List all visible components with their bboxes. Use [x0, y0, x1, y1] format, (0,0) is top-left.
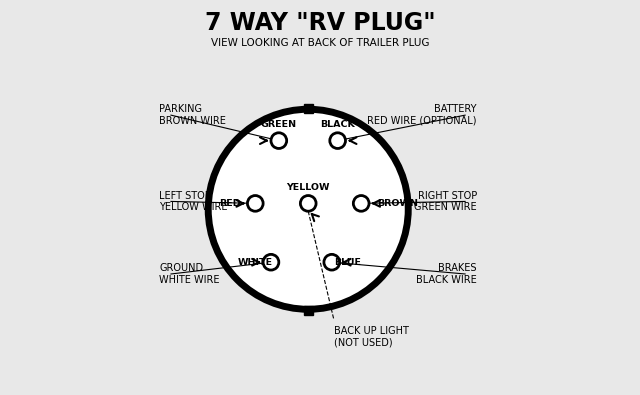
- Text: BATTERY
RED WIRE (OPTIONAL): BATTERY RED WIRE (OPTIONAL): [367, 104, 477, 126]
- Circle shape: [300, 196, 316, 211]
- Text: BACK UP LIGHT
(NOT USED): BACK UP LIGHT (NOT USED): [333, 326, 408, 348]
- Text: YELLOW: YELLOW: [287, 183, 330, 192]
- Text: RIGHT STOP
GREEN WIRE: RIGHT STOP GREEN WIRE: [414, 191, 477, 212]
- Text: VIEW LOOKING AT BACK OF TRAILER PLUG: VIEW LOOKING AT BACK OF TRAILER PLUG: [211, 38, 429, 47]
- Circle shape: [330, 133, 346, 149]
- Circle shape: [353, 196, 369, 211]
- Circle shape: [208, 109, 408, 309]
- Text: RED: RED: [219, 199, 241, 208]
- Bar: [304, 103, 312, 113]
- Text: LEFT STOP
YELLOW WIRE: LEFT STOP YELLOW WIRE: [159, 191, 228, 212]
- Text: GROUND
WHITE WIRE: GROUND WHITE WIRE: [159, 263, 220, 285]
- Text: BROWN: BROWN: [377, 199, 418, 208]
- Text: BRAKES
BLACK WIRE: BRAKES BLACK WIRE: [416, 263, 477, 285]
- Text: 7 WAY "RV PLUG": 7 WAY "RV PLUG": [205, 11, 435, 35]
- Text: BLACK: BLACK: [320, 120, 355, 130]
- Text: WHITE: WHITE: [237, 258, 273, 267]
- Circle shape: [324, 254, 340, 270]
- Bar: [304, 306, 312, 315]
- Circle shape: [263, 254, 279, 270]
- Text: PARKING
BROWN WIRE: PARKING BROWN WIRE: [159, 104, 226, 126]
- Circle shape: [271, 133, 287, 149]
- Text: BLUE: BLUE: [334, 258, 361, 267]
- Text: GREEN: GREEN: [260, 120, 297, 130]
- Circle shape: [248, 196, 263, 211]
